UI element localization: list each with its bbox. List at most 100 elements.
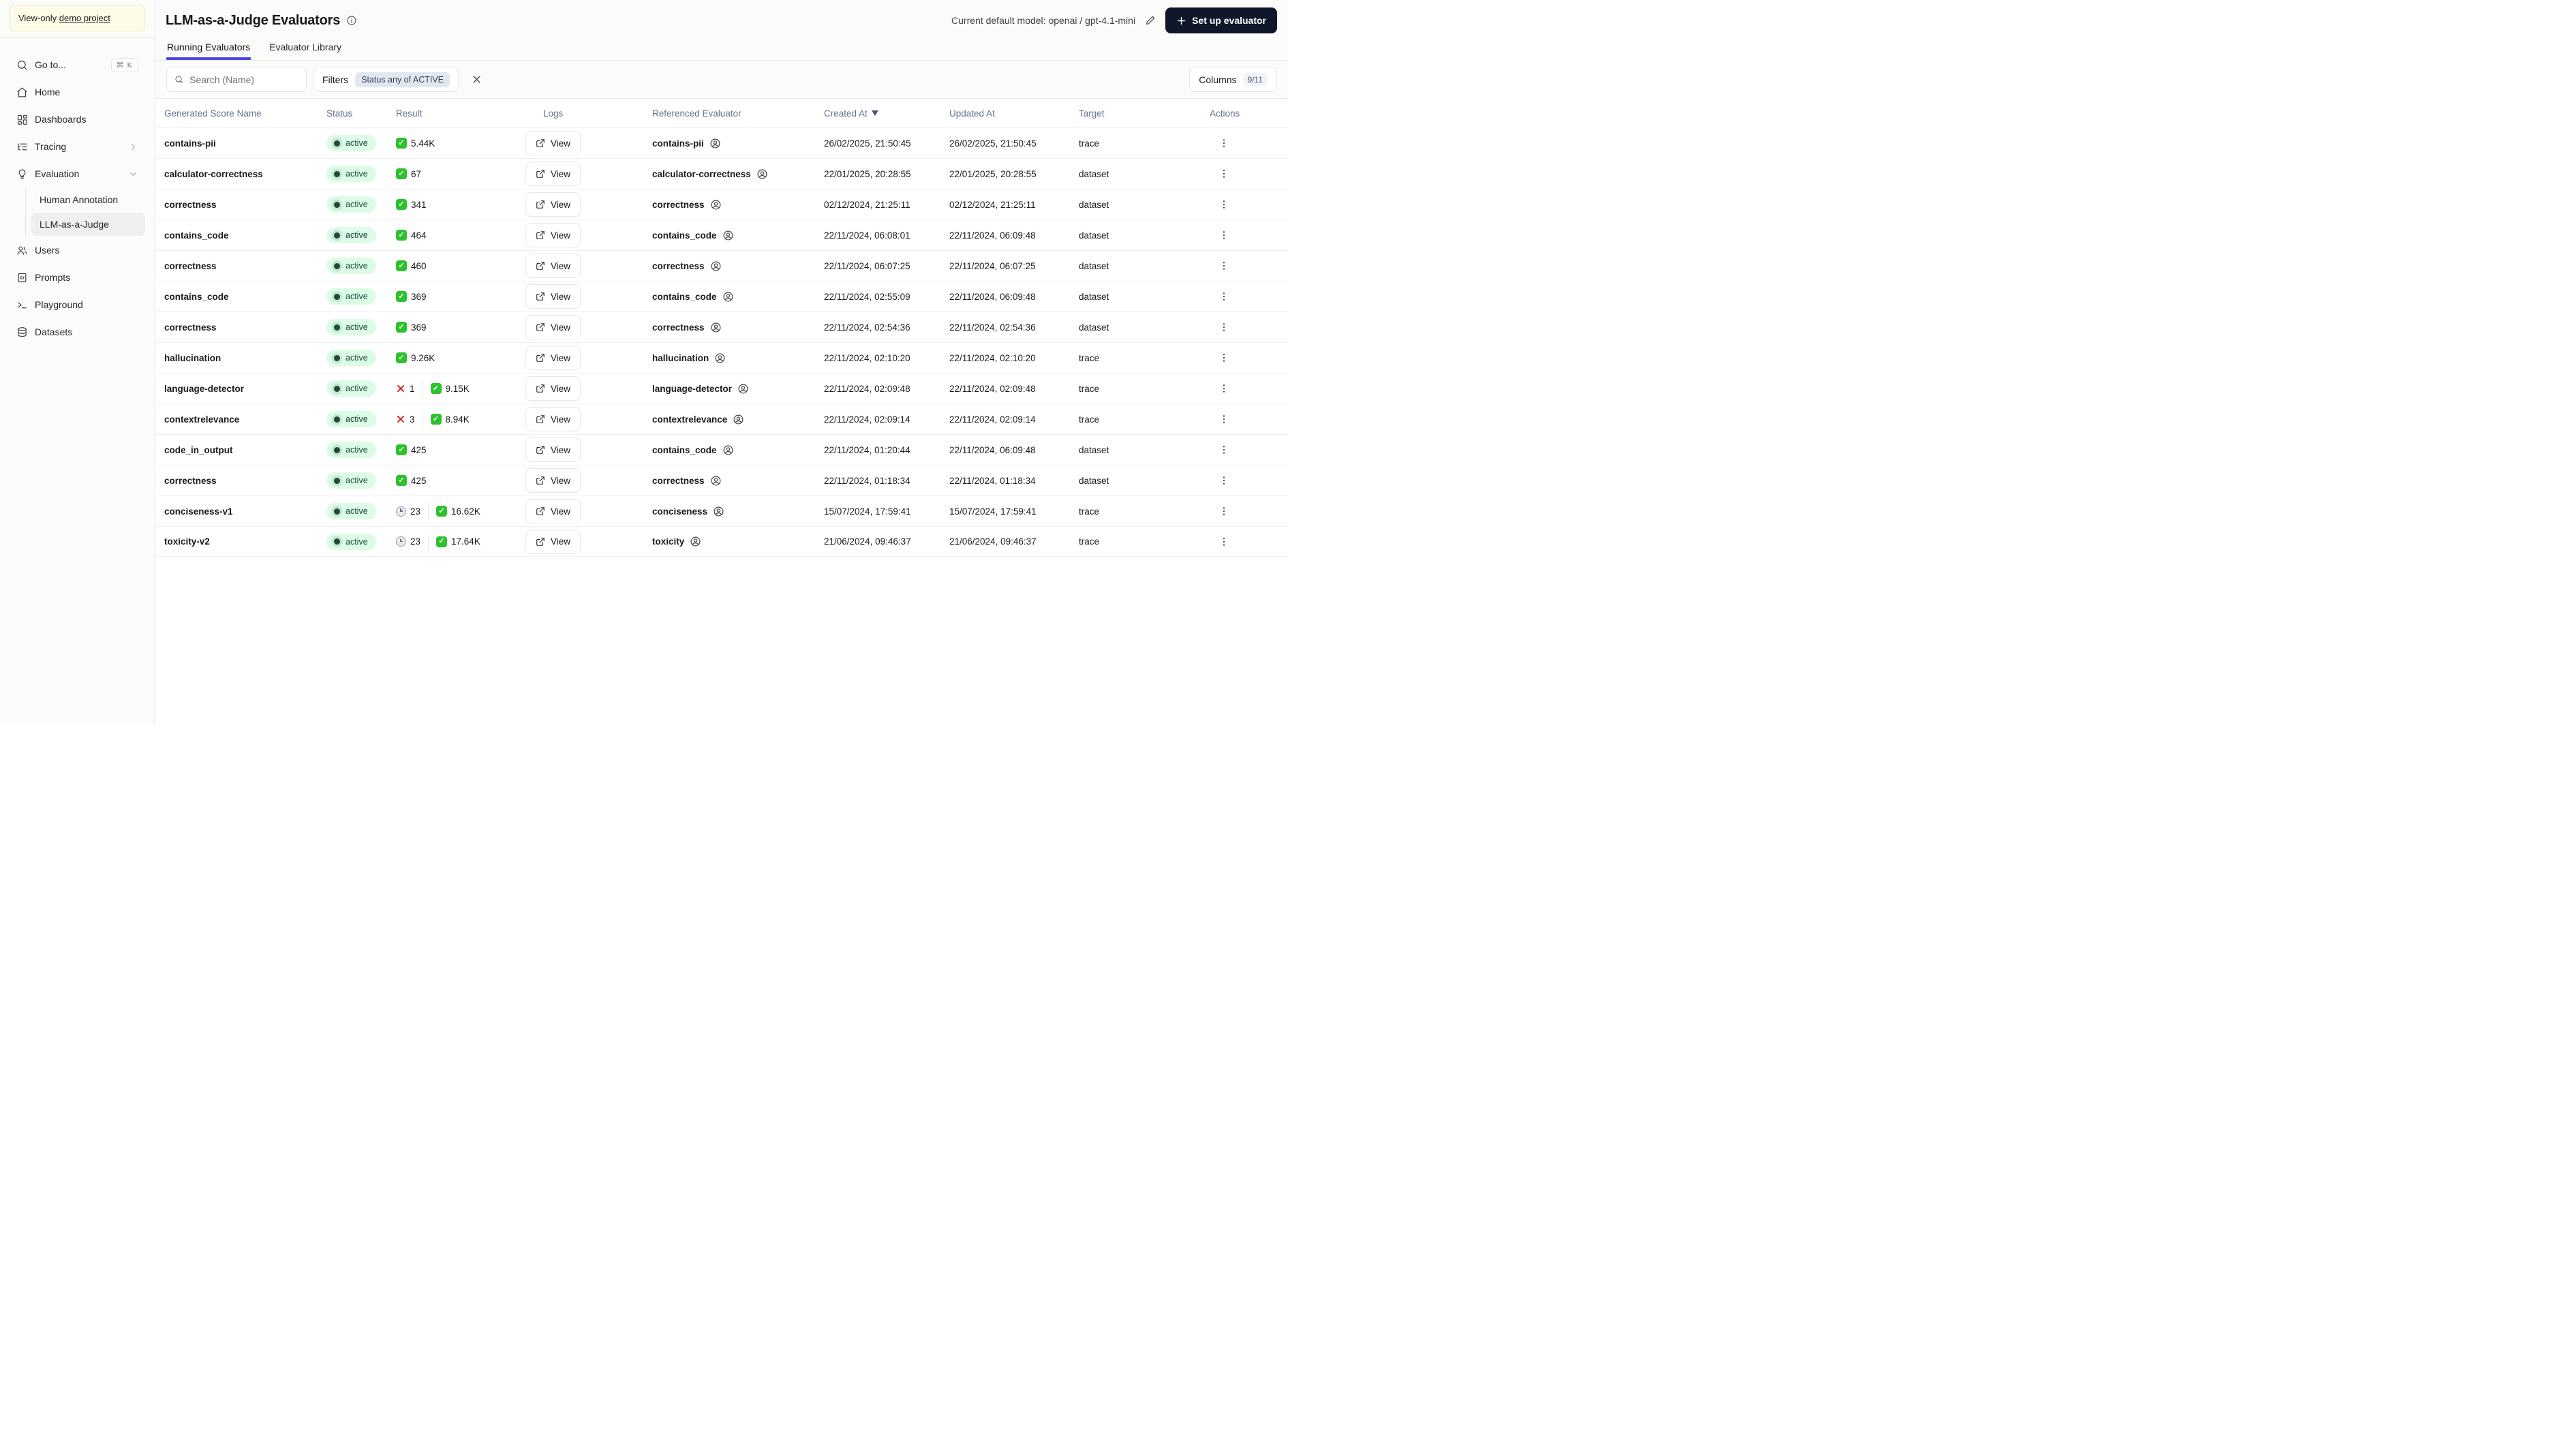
view-logs-button[interactable]: View <box>525 346 581 370</box>
user-circle-icon <box>723 292 733 301</box>
row-actions-button[interactable] <box>1214 440 1234 460</box>
result-count: 369 <box>411 291 427 302</box>
actions-cell <box>1210 348 1277 368</box>
referenced-evaluator-name: correctness <box>652 199 705 210</box>
result-count: 341 <box>411 199 427 210</box>
sidebar-item-datasets[interactable]: Datasets <box>10 319 145 345</box>
logs-cell: View <box>525 529 652 554</box>
search-input[interactable] <box>189 74 298 85</box>
column-header-status[interactable]: Status <box>326 108 353 119</box>
view-logs-button[interactable]: View <box>525 223 581 247</box>
view-logs-button[interactable]: View <box>525 284 581 309</box>
created-at-value: 02/12/2024, 21:25:11 <box>824 199 910 210</box>
view-logs-button[interactable]: View <box>525 131 581 155</box>
table-row[interactable]: contextrelevance active 3 ✓ 8.94K View con… <box>155 403 1288 434</box>
table-row[interactable]: correctness active ✓ 460 View correctness… <box>155 250 1288 281</box>
view-logs-button[interactable]: View <box>525 315 581 339</box>
sidebar-item-playground[interactable]: Playground <box>10 292 145 318</box>
tab-running-evaluators[interactable]: Running Evaluators <box>166 37 251 60</box>
status-dot-icon <box>334 477 340 484</box>
column-header-generated-score-name[interactable]: Generated Score Name <box>164 108 262 119</box>
view-logs-button[interactable]: View <box>525 529 581 554</box>
table-row[interactable]: correctness active ✓ 425 View correctness… <box>155 465 1288 495</box>
view-logs-button[interactable]: View <box>525 376 581 401</box>
table-row[interactable]: correctness active ✓ 341 View correctness… <box>155 189 1288 219</box>
row-actions-button[interactable] <box>1214 409 1234 429</box>
table-row[interactable]: hallucination active ✓ 9.26K View halluci… <box>155 342 1288 373</box>
referenced-evaluator-name: contains_code <box>652 291 717 302</box>
view-logs-button[interactable]: View <box>525 254 581 278</box>
view-logs-button[interactable]: View <box>525 162 581 186</box>
result-segment: ✓ 16.62K <box>436 506 480 517</box>
tab-evaluator-library[interactable]: Evaluator Library <box>269 42 342 52</box>
search-icon <box>175 76 183 83</box>
row-actions-button[interactable] <box>1214 164 1234 184</box>
table-row[interactable]: conciseness-v1 active 23 ✓ 16.62K View con… <box>155 495 1288 526</box>
view-logs-button[interactable]: View <box>525 407 581 431</box>
edit-model-button[interactable] <box>1144 14 1157 27</box>
result-count: 3 <box>410 414 415 425</box>
view-logs-button[interactable]: View <box>525 499 581 523</box>
filters-button[interactable]: Filters Status any of ACTIVE <box>313 67 459 92</box>
row-actions-button[interactable] <box>1214 286 1234 307</box>
columns-button[interactable]: Columns 9/11 <box>1189 67 1277 92</box>
sidebar-item-users[interactable]: Users <box>10 237 145 263</box>
column-header-created-at[interactable]: Created At <box>824 108 949 119</box>
row-actions-button[interactable] <box>1214 225 1234 245</box>
referenced-evaluator-name: toxicity <box>652 536 685 547</box>
sidebar-item-dashboards[interactable]: Dashboards <box>10 106 145 132</box>
table-row[interactable]: code_in_output active ✓ 425 View contains… <box>155 434 1288 465</box>
users-icon <box>17 246 27 255</box>
referenced-evaluator-cell: correctness <box>652 260 824 272</box>
view-logs-button[interactable]: View <box>525 468 581 493</box>
result-count: 464 <box>411 230 427 241</box>
status-cell: active <box>326 319 396 335</box>
row-actions-button[interactable] <box>1214 470 1234 491</box>
demo-project-link[interactable]: demo project <box>59 13 110 23</box>
kebab-menu-icon <box>1223 354 1225 362</box>
info-icon[interactable] <box>346 15 357 26</box>
status-dot-icon <box>334 324 340 331</box>
sidebar-item-label: Human Annotation <box>40 194 119 205</box>
row-actions-button[interactable] <box>1214 532 1234 552</box>
table-row[interactable]: language-detector active 1 ✓ 9.15K View la… <box>155 373 1288 403</box>
sidebar-item-llm-as-a-judge[interactable]: LLM-as-a-Judge <box>31 213 145 236</box>
column-header-target[interactable]: Target <box>1079 108 1105 119</box>
status-label: active <box>346 230 368 240</box>
table-row[interactable]: correctness active ✓ 369 View correctness… <box>155 311 1288 342</box>
sidebar-item-home[interactable]: Home <box>10 79 145 105</box>
row-actions-button[interactable] <box>1214 348 1234 368</box>
view-logs-button[interactable]: View <box>525 192 581 217</box>
table-row[interactable]: toxicity-v2 active 23 ✓ 17.64K View toxici… <box>155 526 1288 557</box>
column-header-result[interactable]: Result <box>396 108 423 119</box>
status-badge: active <box>326 135 376 151</box>
set-up-evaluator-button[interactable]: Set up evaluator <box>1165 7 1277 33</box>
column-header-logs[interactable]: Logs <box>543 108 564 119</box>
row-actions-button[interactable] <box>1214 317 1234 337</box>
sidebar-item-human-annotation[interactable]: Human Annotation <box>31 188 145 211</box>
referenced-evaluator-cell: hallucination <box>652 352 824 364</box>
row-actions-button[interactable] <box>1214 501 1234 521</box>
updated-at-value: 22/01/2025, 20:28:55 <box>949 168 1037 179</box>
column-header-referenced-evaluator[interactable]: Referenced Evaluator <box>652 108 741 119</box>
table-row[interactable]: calculator-correctness active ✓ 67 View c… <box>155 158 1288 189</box>
view-logs-button[interactable]: View <box>525 438 581 462</box>
sidebar-item-prompts[interactable]: Prompts <box>10 264 145 290</box>
clear-filters-button[interactable] <box>465 69 487 91</box>
sidebar-item-go-to[interactable]: Go to... ⌘ K <box>10 52 145 78</box>
status-dot-icon <box>334 446 340 453</box>
sidebar-item-evaluation[interactable]: Evaluation <box>10 161 145 187</box>
row-actions-button[interactable] <box>1214 378 1234 399</box>
result-count: 5.44K <box>411 138 435 149</box>
table-row[interactable]: contains-pii active ✓ 5.44K View contains… <box>155 127 1288 158</box>
row-actions-button[interactable] <box>1214 194 1234 215</box>
sidebar-item-tracing[interactable]: Tracing <box>10 134 145 159</box>
view-label: View <box>551 414 571 425</box>
column-header-updated-at[interactable]: Updated At <box>949 108 995 119</box>
table-row[interactable]: contains_code active ✓ 369 View contains_… <box>155 281 1288 311</box>
table-row[interactable]: contains_code active ✓ 464 View contains_… <box>155 219 1288 250</box>
status-cell: active <box>326 227 396 243</box>
referenced-evaluator-name: correctness <box>652 260 705 271</box>
row-actions-button[interactable] <box>1214 256 1234 276</box>
row-actions-button[interactable] <box>1214 133 1234 153</box>
